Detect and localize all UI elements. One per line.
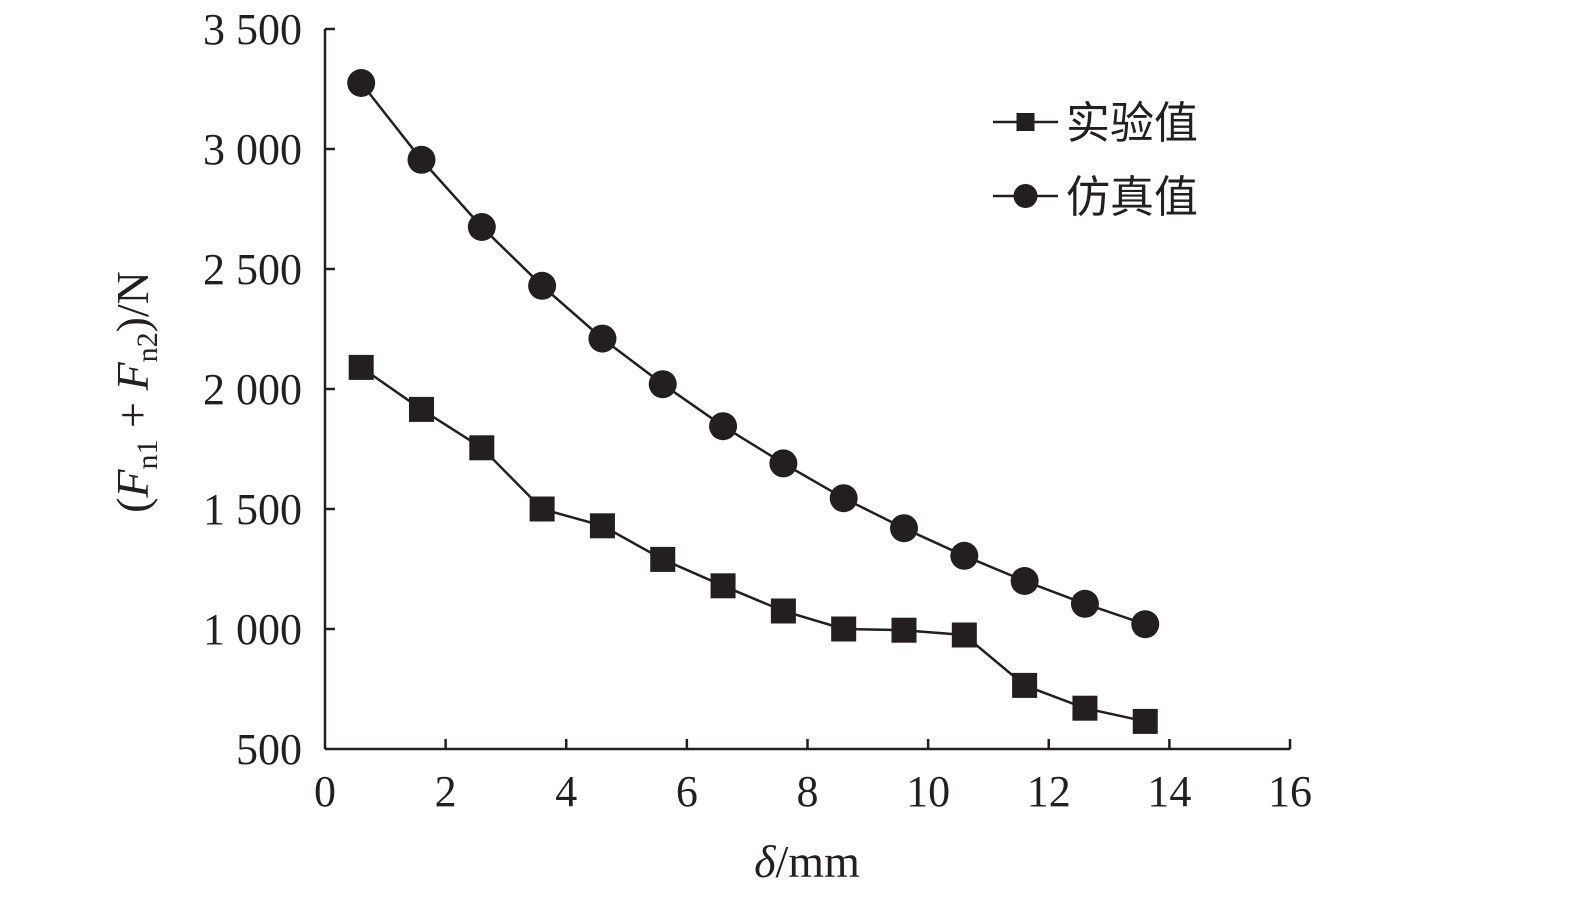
legend-label: 实验值 [1066,98,1198,149]
series-line-2 [360,82,1146,626]
data-point-circle [347,69,376,97]
y-axis-title-f1: F [107,469,158,499]
data-point-circle [588,324,617,353]
x-tick-label: 10 [906,767,950,816]
x-tick-label: 0 [314,767,336,816]
data-point-circle [528,271,557,300]
data-point-square [1132,708,1158,734]
data-point-square [710,573,736,599]
data-point-square [1072,695,1098,721]
data-point-square [589,513,615,539]
y-tick-label: 3 000 [203,125,302,174]
y-tick-label: 500 [236,725,302,774]
x-tick-label: 12 [1027,767,1071,816]
data-point-square [650,546,676,572]
x-tick-label: 14 [1147,767,1191,816]
y-axis-title-sub2: n2 [131,332,164,362]
series-markers [347,69,1160,734]
data-point-square [831,616,857,642]
x-tick-label: 16 [1268,767,1312,816]
data-point-square [529,496,555,522]
data-point-circle [769,449,798,478]
x-tick-label: 4 [555,767,577,816]
y-axis-title-sub1: n1 [131,439,164,469]
y-axis-title-f2: F [107,362,158,392]
x-tick-label: 6 [676,767,698,816]
y-tick-label: 3 500 [203,5,302,54]
x-axis-title-unit: /mm [776,836,861,887]
y-axis-title-close: )/N [107,271,158,332]
data-point-circle [950,541,979,570]
x-axis-title-symbol: δ [754,836,776,887]
x-tick-label: 8 [797,767,819,816]
y-tick-label: 1 000 [203,605,302,654]
y-tick-label: 2 000 [203,365,302,414]
y-tick-label: 2 500 [203,245,302,294]
data-point-circle [1131,610,1160,639]
data-point-circle [407,145,436,174]
data-point-circle [467,213,496,241]
data-point-circle [648,370,677,399]
x-tick-label: 2 [435,767,457,816]
data-point-circle [829,484,858,513]
data-point-square [891,617,917,643]
data-point-circle [1010,567,1039,595]
legend-circle-marker [1013,184,1038,208]
y-axis-title: (Fn1 + Fn2)/N [107,271,164,513]
legend-label: 仿真值 [1066,172,1198,223]
y-axis-title-open: ( [107,498,158,513]
data-point-square [348,354,374,380]
y-axis-title-plus: + [107,391,158,440]
data-point-square [770,598,796,624]
legend-square-marker [1016,113,1035,131]
series-lines [360,82,1146,723]
data-point-square [469,435,495,461]
data-point-square [1012,672,1038,698]
data-point-square [409,396,434,422]
data-point-circle [890,514,918,543]
series-line-1 [360,366,1146,723]
x-axis-title: δ/mm [754,836,860,887]
axis-ticks: 0 2 4 6 8 10 12 14 16 500 1 000 1 500 2 000 2 500 3 00… [203,5,1312,816]
data-point-circle [709,412,738,441]
data-point-square [951,622,977,648]
y-tick-label: 1 500 [203,485,302,534]
data-point-circle [1070,589,1099,618]
